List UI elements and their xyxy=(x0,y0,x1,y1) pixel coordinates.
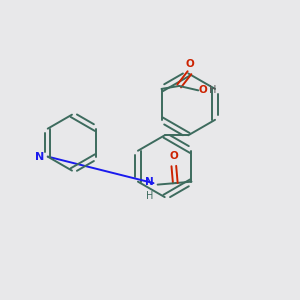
Text: N: N xyxy=(35,152,44,162)
Text: O: O xyxy=(199,85,208,95)
Text: H: H xyxy=(208,85,216,95)
Text: O: O xyxy=(186,59,194,69)
Text: H: H xyxy=(146,191,154,201)
Text: O: O xyxy=(169,151,178,161)
Text: N: N xyxy=(145,177,154,187)
